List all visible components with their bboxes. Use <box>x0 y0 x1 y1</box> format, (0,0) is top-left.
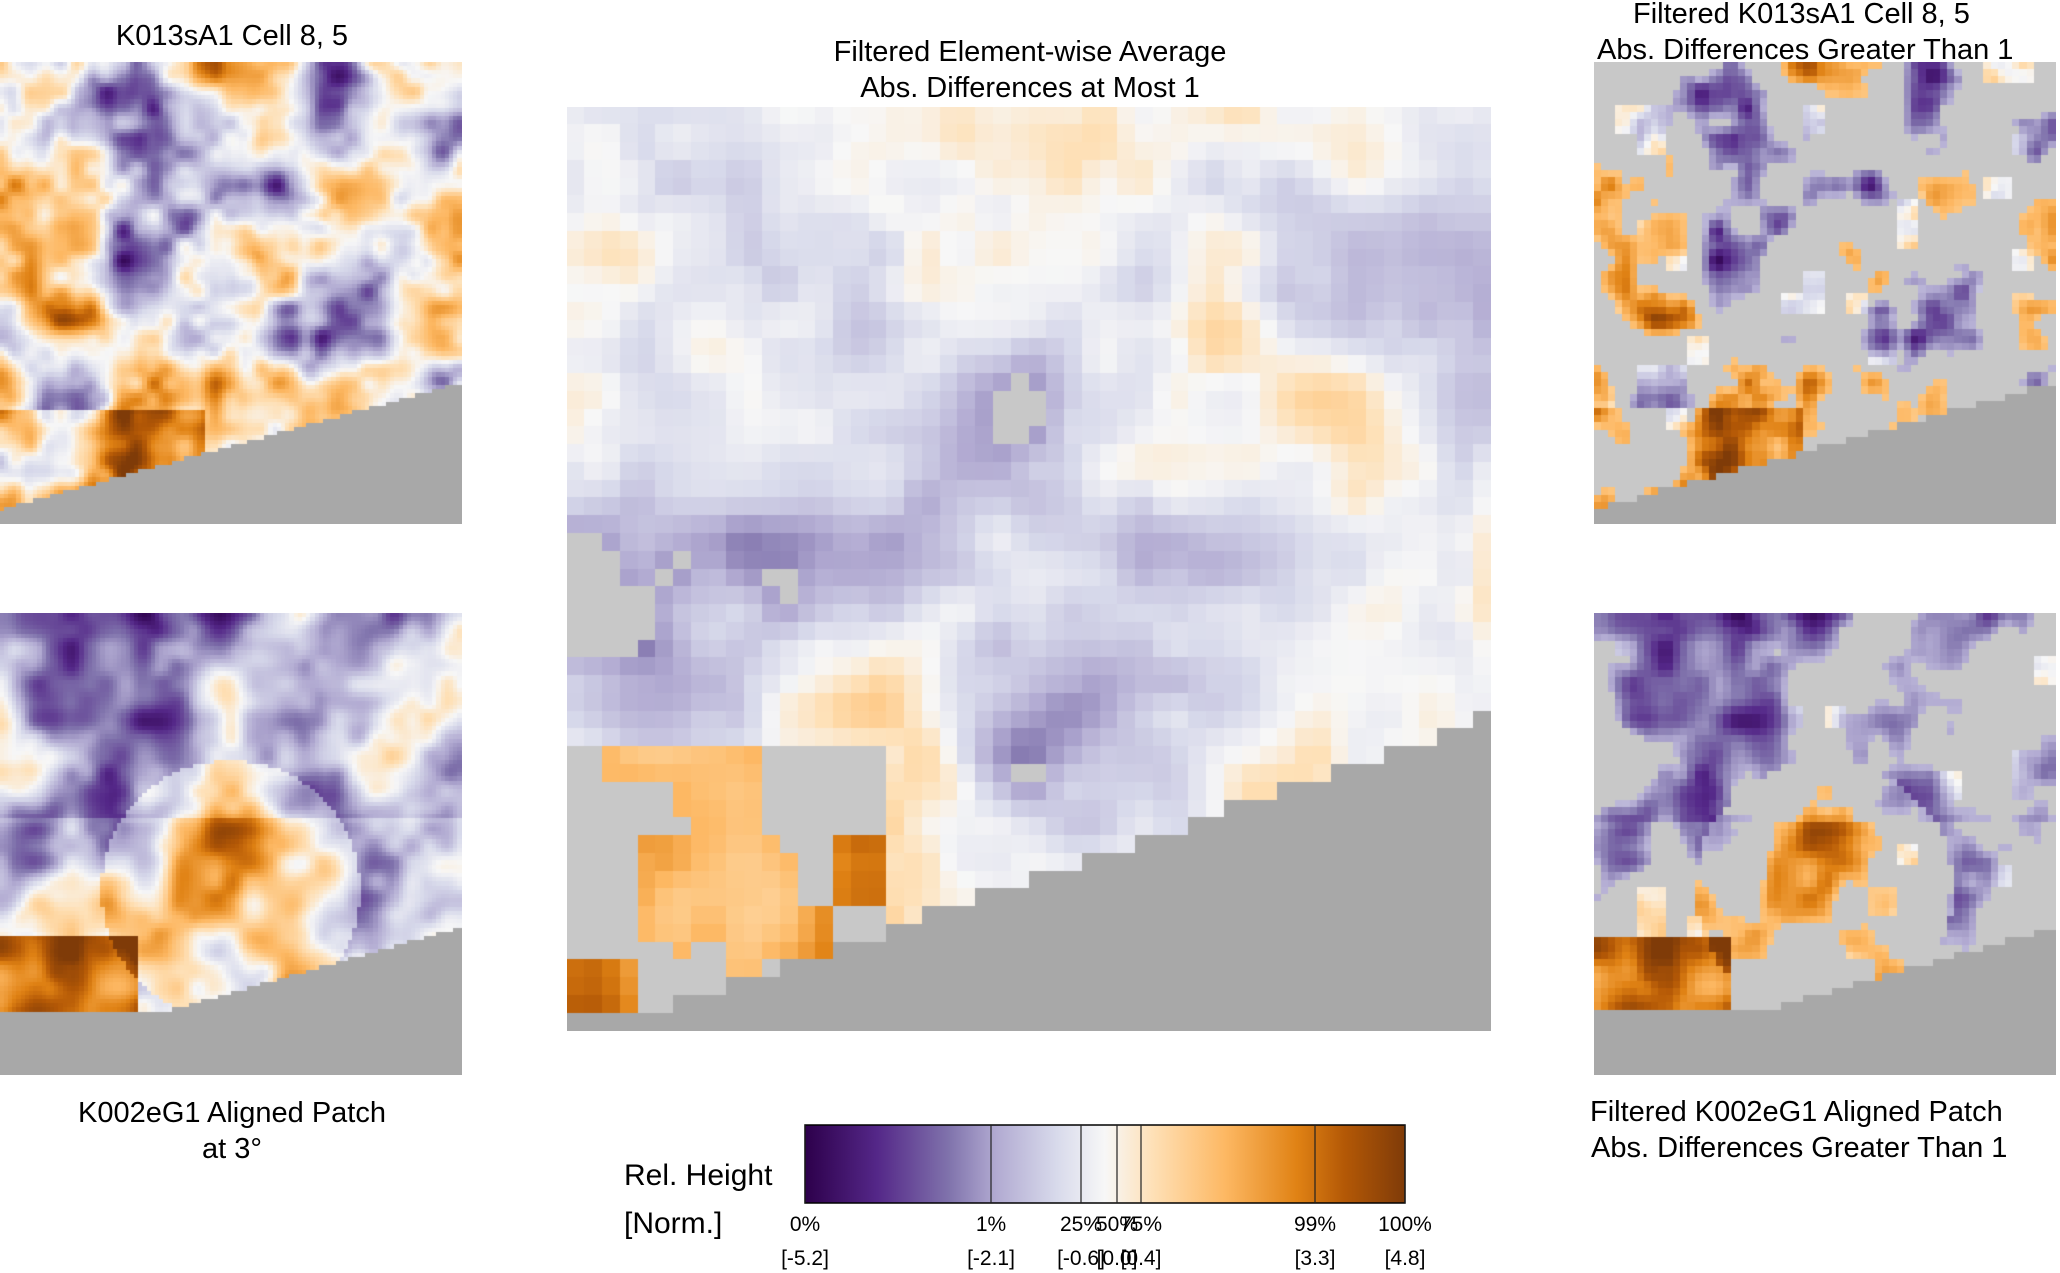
colorbar-label-line2: [Norm.] <box>624 1207 723 1240</box>
colorbar-tick-value: [0.4] <box>1120 1247 1162 1270</box>
heatmap-k002eg1 <box>0 613 462 1075</box>
heatmap-filtered-k002eg1 <box>1594 613 2056 1075</box>
colorbar-tick-pct: 25% <box>1059 1213 1103 1236</box>
colorbar-tick-pct: 99% <box>1293 1213 1337 1236</box>
colorbar-tick-value: [4.8] <box>1384 1247 1426 1270</box>
heatmap-average <box>567 107 1491 1031</box>
colorbar-tick-value: [0.0] <box>1096 1247 1138 1270</box>
colorbar-tick-pct: 50% <box>1095 1213 1139 1236</box>
colorbar-tick-pct: 0% <box>789 1213 821 1236</box>
colorbar-tick-value: [-2.1] <box>967 1247 1015 1270</box>
heatmap-filtered-k013sa1 <box>1594 62 2056 524</box>
title-line: K002eG1 Aligned Patch <box>78 1097 386 1129</box>
bottom-right-title: Filtered K002eG1 Aligned Patch Abs. Diff… <box>1590 1094 2060 1166</box>
colorbar-gradient <box>804 1124 1406 1204</box>
bottom-left-title: K002eG1 Aligned Patch at 3° <box>0 1095 464 1167</box>
colorbar-tick-value: [-5.2] <box>781 1247 829 1270</box>
colorbar-tick-pct: 100% <box>1378 1213 1432 1236</box>
title-line: Abs. Differences Greater Than 1 <box>1597 34 2014 66</box>
colorbar-ticks <box>804 1125 1406 1203</box>
colorbar-tick-pct: 75% <box>1119 1213 1163 1236</box>
title-line: Abs. Differences Greater Than 1 <box>1591 1132 2008 1164</box>
colorbar-label-line1: Rel. Height <box>624 1159 773 1192</box>
heatmap-k013sa1 <box>0 62 462 524</box>
colorbar-tick-value: [-0.6] <box>1057 1247 1105 1270</box>
title-line: at 3° <box>202 1133 262 1165</box>
colorbar-tick-value: [3.3] <box>1294 1247 1336 1270</box>
title-line: Abs. Differences at Most 1 <box>860 72 1200 104</box>
title-line: K013sA1 Cell 8, 5 <box>115 20 349 52</box>
center-title: Filtered Element-wise Average Abs. Diffe… <box>568 34 1492 106</box>
colorbar <box>804 1124 1406 1204</box>
title-line: Filtered K013sA1 Cell 8, 5 <box>1633 0 1970 30</box>
top-right-title: Filtered K013sA1 Cell 8, 5 Abs. Differen… <box>1593 0 2060 68</box>
title-line: Filtered K002eG1 Aligned Patch <box>1590 1096 2003 1128</box>
title-line: Filtered Element-wise Average <box>833 36 1227 68</box>
top-left-title: K013sA1 Cell 8, 5 <box>0 18 464 54</box>
colorbar-tick-pct: 1% <box>975 1213 1007 1236</box>
